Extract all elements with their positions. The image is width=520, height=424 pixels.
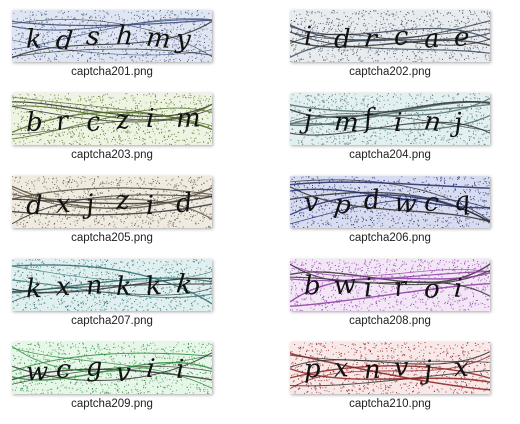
- captcha-glyph: b: [304, 271, 321, 301]
- captcha-glyph: k: [26, 25, 42, 55]
- captcha-glyph: i: [363, 273, 373, 303]
- captcha-glyph: p: [332, 189, 353, 221]
- captcha-glyph: z: [113, 105, 132, 137]
- captcha-glyph: i: [145, 354, 157, 385]
- captcha-glyph: v: [304, 188, 319, 218]
- captcha-glyph: x: [333, 353, 349, 384]
- captcha-glyph: g: [85, 352, 103, 383]
- captcha-glyph: n: [85, 270, 104, 301]
- file-name-label: captcha207.png: [71, 315, 153, 327]
- file-item[interactable]: v p d w c q captcha206.png: [282, 176, 492, 254]
- file-name-label: captcha201.png: [71, 66, 153, 78]
- captcha-glyph: a: [423, 24, 441, 55]
- captcha-glyph: b: [26, 108, 43, 138]
- captcha-glyph: c: [393, 22, 409, 52]
- captcha-glyph: w: [26, 357, 49, 387]
- captcha-glyph: i: [145, 191, 154, 221]
- file-item[interactable]: w c g v i i captcha209.png: [4, 342, 214, 420]
- captcha-glyph: i: [146, 104, 155, 134]
- captcha-glyph: w: [393, 188, 418, 220]
- captcha-glyph: h: [115, 21, 134, 52]
- file-name-label: captcha203.png: [71, 149, 153, 161]
- file-item[interactable]: k d s h m y captcha201.png: [4, 10, 214, 88]
- captcha-glyph: v: [115, 358, 132, 389]
- captcha-glyph: y: [174, 24, 192, 55]
- file-name-label: captcha209.png: [71, 398, 153, 410]
- file-item[interactable]: k x n k k k captcha207.png: [4, 259, 214, 337]
- captcha-glyph: i: [176, 355, 185, 385]
- captcha-glyph: o: [424, 275, 440, 305]
- captcha-glyph: x: [454, 353, 470, 383]
- captcha-glyph: m: [333, 107, 359, 138]
- captcha-glyph: m: [176, 104, 201, 134]
- file-item[interactable]: d x j z i d captcha205.png: [4, 176, 214, 254]
- captcha-glyph: x: [56, 272, 71, 302]
- captcha-glyph: c: [84, 107, 103, 139]
- captcha-glyph: c: [423, 187, 440, 218]
- captcha-glyph: k: [116, 272, 132, 302]
- captcha-glyph: d: [362, 185, 381, 216]
- captcha-glyph: p: [304, 354, 322, 384]
- file-item[interactable]: j m f i n j captcha204.png: [282, 93, 492, 171]
- captcha-glyph: i: [304, 22, 313, 52]
- file-name-label: captcha208.png: [349, 315, 431, 327]
- captcha-glyph: i: [453, 274, 463, 304]
- captcha-glyph: v: [393, 352, 409, 383]
- file-item[interactable]: b r c z i m captcha203.png: [4, 93, 214, 171]
- captcha-glyph: c: [55, 354, 72, 385]
- captcha-glyph: k: [175, 269, 194, 300]
- captcha-glyph: d: [26, 191, 43, 221]
- captcha-glyph: d: [174, 188, 194, 219]
- file-item[interactable]: p x n v j x captcha210.png: [282, 342, 492, 420]
- captcha-glyph: m: [145, 23, 173, 55]
- captcha-glyph: s: [85, 21, 102, 52]
- captcha-glyph: r: [54, 106, 71, 137]
- captcha-glyph: k: [26, 274, 42, 304]
- captcha-glyph: n: [364, 355, 382, 385]
- file-name-label: captcha210.png: [349, 398, 431, 410]
- file-name-label: captcha206.png: [349, 232, 431, 244]
- captcha-glyph: k: [144, 271, 163, 302]
- file-item[interactable]: i d r c a e captcha202.png: [282, 10, 492, 88]
- captcha-glyph: d: [54, 25, 74, 57]
- captcha-glyph: n: [422, 106, 443, 138]
- captcha-glyph: q: [452, 186, 473, 218]
- file-name-label: captcha205.png: [71, 232, 153, 244]
- captcha-glyph: e: [454, 23, 470, 53]
- captcha-glyph: d: [334, 25, 351, 55]
- file-name-label: captcha202.png: [349, 66, 431, 78]
- captcha-glyph: r: [392, 272, 409, 303]
- captcha-glyph: w: [332, 269, 357, 301]
- file-name-label: captcha204.png: [349, 149, 431, 161]
- captcha-glyph: x: [55, 189, 71, 220]
- file-item[interactable]: b w i r o i captcha208.png: [282, 259, 492, 337]
- captcha-glyph: i: [393, 108, 402, 138]
- captcha-glyph: z: [114, 185, 131, 216]
